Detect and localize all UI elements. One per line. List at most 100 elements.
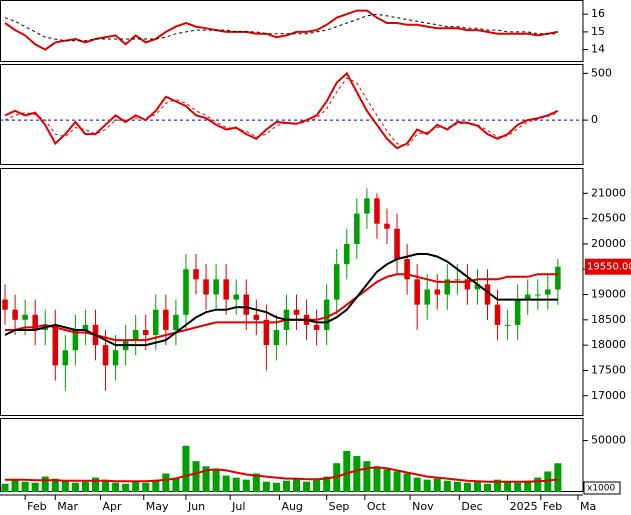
candle-body: [464, 279, 471, 290]
volume-bar: [122, 483, 130, 492]
candle-body: [233, 294, 239, 300]
panel-frame: [0, 418, 584, 492]
volume-bar: [403, 473, 411, 492]
panel-frame: [0, 168, 584, 416]
volume-bar: [152, 479, 160, 492]
volume-bar: [132, 481, 140, 492]
price-tag-label: 19550.00: [587, 262, 631, 273]
volume-bar: [323, 476, 331, 492]
y-tick-label: 17000: [591, 389, 626, 402]
y-tick-label: 17500: [591, 363, 626, 376]
candle-body: [354, 213, 360, 244]
candle-body: [243, 294, 250, 315]
volume-bar: [483, 483, 492, 492]
candle-body: [62, 350, 69, 366]
volume-bar: [91, 477, 100, 492]
volume-bar: [112, 482, 120, 492]
volume-bar: [504, 481, 512, 492]
volume-bar: [202, 466, 210, 492]
volume-bar: [443, 480, 451, 492]
candle-body: [535, 294, 541, 296]
candle-body: [545, 289, 551, 295]
candle-body: [223, 279, 229, 300]
series-line: [4, 77, 559, 147]
y-tick-label: 20500: [591, 212, 626, 225]
candle-body: [173, 314, 179, 330]
x-tick-label: Mar: [57, 500, 78, 513]
volume-bar: [514, 482, 522, 492]
series-line: [4, 71, 559, 150]
volume-bar: [544, 471, 552, 492]
candle-body: [153, 309, 159, 336]
candle-body: [12, 309, 18, 320]
volume-bar: [293, 478, 301, 492]
volume-bar: [51, 478, 59, 492]
candle-body: [253, 314, 260, 320]
candle-body: [384, 223, 390, 229]
y-tick-label: 18000: [591, 338, 626, 351]
x-tick-label: May: [146, 500, 169, 513]
candle-body: [112, 350, 119, 366]
candle-body: [22, 314, 28, 320]
series-line: [4, 253, 558, 347]
candle-body: [132, 329, 139, 341]
x-tick-label: Jul: [231, 500, 245, 513]
candle-body: [424, 289, 430, 305]
x-tick-label: Feb: [27, 500, 46, 513]
candle-body: [72, 329, 79, 351]
y-tick-label: 15: [591, 25, 605, 38]
y-tick-label: 19000: [591, 288, 626, 301]
candle-body: [434, 289, 441, 295]
candle-body: [52, 324, 59, 366]
y-tick-label: 500: [591, 66, 612, 79]
y-tick-label: 16: [591, 7, 605, 20]
candle-body: [313, 324, 320, 330]
volume-bar: [31, 482, 39, 492]
candle-body: [333, 264, 340, 300]
candle-body: [494, 304, 501, 325]
series-line: [4, 13, 558, 42]
candle-body: [293, 309, 300, 315]
volume-bar: [1, 483, 9, 492]
volume-bar: [524, 480, 532, 492]
volume-bar: [272, 482, 280, 492]
candle-body: [323, 299, 330, 330]
y-tick-label: 0: [591, 113, 598, 126]
volume-bar: [453, 481, 461, 492]
candle-body: [2, 299, 8, 310]
y-tick-label: 21000: [591, 186, 626, 199]
series-line: [4, 9, 559, 51]
volume-bar: [192, 461, 200, 492]
x-tick-label: Dec: [461, 500, 482, 513]
volume-bar: [282, 480, 290, 492]
x-tick-label: Ma: [580, 500, 596, 513]
candle-body: [374, 198, 380, 224]
candle-body: [404, 259, 410, 280]
x-tick-label: Oct: [367, 500, 387, 513]
volume-bar: [343, 450, 351, 492]
volume-bar: [393, 471, 401, 492]
candle-body: [183, 269, 189, 315]
unit-box: [583, 481, 621, 495]
candle-body: [142, 329, 149, 336]
volume-bar: [172, 477, 180, 492]
volume-bar: [21, 481, 29, 492]
candle-body: [484, 284, 491, 305]
volume-bar: [102, 479, 110, 492]
volume-bar: [252, 473, 260, 492]
y-tick-label: 18500: [591, 313, 626, 326]
candle-body: [394, 228, 400, 260]
candle-body: [344, 243, 350, 265]
volume-bar: [81, 481, 89, 492]
candle-body: [82, 324, 89, 330]
volume-bar: [303, 481, 311, 492]
x-tick-label: Apr: [103, 500, 123, 513]
candle-body: [474, 284, 481, 290]
candle-body: [193, 269, 199, 280]
candle-body: [514, 299, 521, 325]
candle-body: [273, 329, 280, 346]
series-line: [5, 466, 559, 483]
volume-bar: [262, 481, 270, 492]
volume-bar: [232, 477, 240, 492]
volume-bar: [554, 463, 562, 492]
